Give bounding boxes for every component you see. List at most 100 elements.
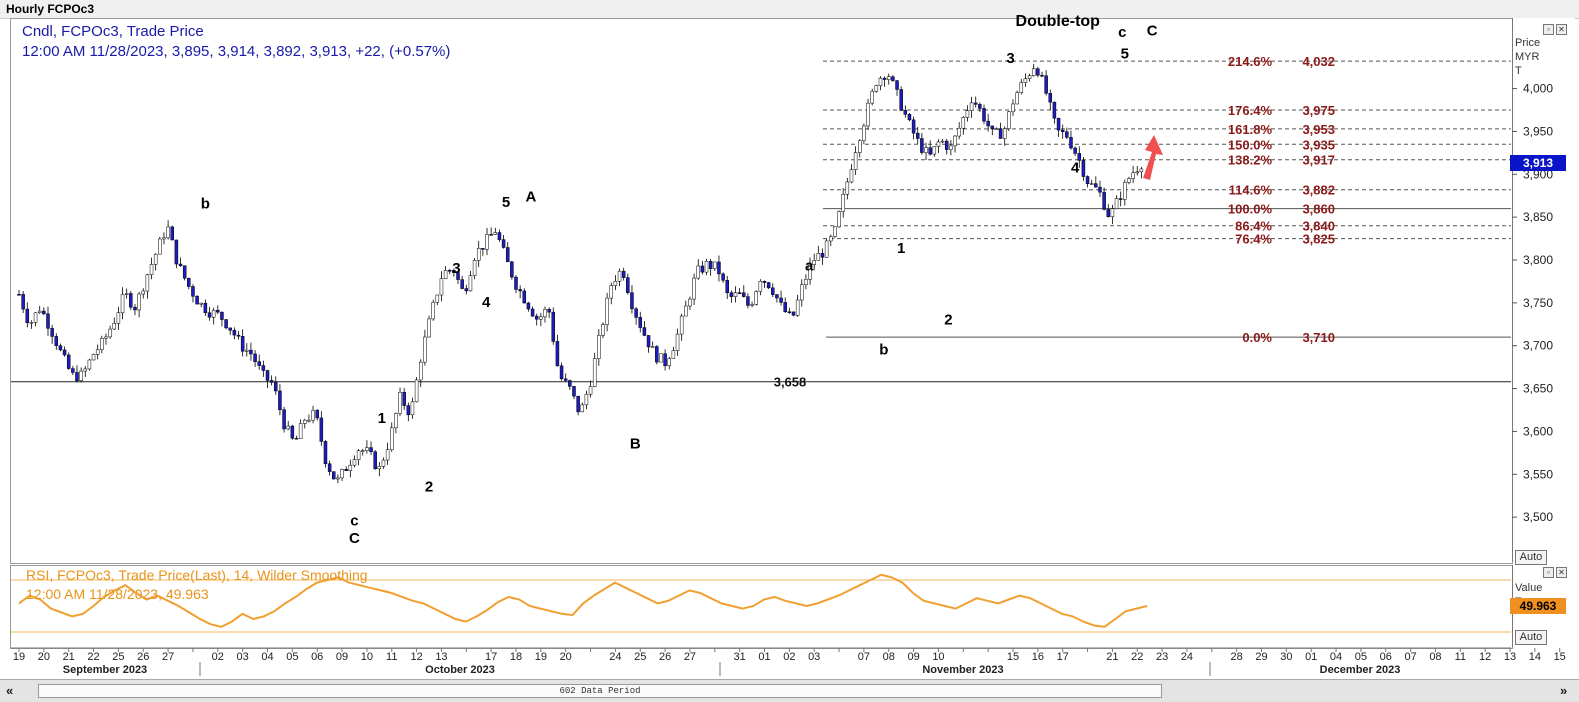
rsi-line (18, 573, 1148, 628)
candle-body (390, 427, 394, 450)
x-day-label: 13 (1504, 651, 1516, 663)
candle-body (717, 261, 721, 275)
candle-body (944, 140, 949, 150)
candle-body (116, 312, 121, 324)
candle-body (356, 450, 361, 460)
candle-body (199, 302, 203, 305)
candle-body (431, 302, 435, 320)
x-day-label: 15 (1554, 651, 1566, 663)
rsi-minimize-icon[interactable]: ▫ (1543, 567, 1554, 578)
candle-body (605, 297, 609, 325)
candle-body (713, 261, 717, 269)
candle-body (187, 277, 191, 287)
candle-body (563, 378, 568, 381)
fib-level-value: 3,935 (1302, 137, 1335, 152)
fib-level-value: 3,953 (1302, 122, 1335, 137)
candle-body (1106, 209, 1111, 217)
rsi-chart-panel[interactable] (10, 565, 1513, 649)
candle-body (543, 309, 547, 318)
candle-body (514, 276, 518, 290)
candle-body (58, 345, 63, 351)
price-legend-line1: Cndl, FCPOc3, Trade Price (22, 23, 204, 40)
panel-close-icon[interactable]: ✕ (1556, 24, 1567, 35)
current-rsi-tag: 49.963 (1510, 598, 1566, 615)
x-day-label: 01 (758, 651, 770, 663)
candle-body (580, 404, 585, 413)
price-tick-label: 3,650 (1523, 382, 1553, 396)
x-day-label: 22 (87, 651, 99, 663)
candle-body (29, 322, 34, 324)
time-scrollbar[interactable]: « 602 Data Period » (0, 679, 1579, 702)
candle-body (816, 253, 821, 261)
candle-body (381, 459, 386, 467)
candle-body (178, 263, 183, 267)
x-day-label: 23 (1156, 651, 1168, 663)
candle-body (410, 401, 415, 416)
candle-body (232, 330, 237, 336)
candle-body (1139, 168, 1144, 173)
candle-body (195, 296, 199, 305)
fib-level-value: 3,825 (1302, 232, 1335, 247)
candle-body (758, 281, 763, 292)
candle-body (862, 125, 866, 141)
x-day-label: 01 (1305, 651, 1317, 663)
candle-body (986, 120, 990, 127)
candle-body (679, 315, 684, 335)
candle-body (754, 291, 758, 305)
x-day-label: 06 (311, 651, 323, 663)
candle-body (849, 169, 854, 183)
candle-body (91, 354, 96, 361)
candle-body (253, 353, 257, 362)
candle-body (750, 304, 754, 306)
x-day-label: 13 (435, 651, 447, 663)
wave-annotation: 2 (944, 311, 952, 328)
candle-body (659, 353, 663, 363)
scroll-right-icon[interactable]: » (1560, 683, 1568, 698)
support-line-label: 3,658 (774, 375, 807, 390)
scroll-left-icon[interactable]: « (6, 683, 14, 698)
candle-body (903, 110, 908, 115)
candle-body (265, 370, 270, 381)
candle-body (1114, 198, 1119, 209)
panel-minimize-icon[interactable]: ▫ (1543, 24, 1554, 35)
scroll-track[interactable]: 602 Data Period (38, 684, 1162, 698)
candle-body (824, 240, 829, 258)
candle-body (108, 328, 112, 338)
window-title: Hourly FCPOc3 (6, 2, 95, 16)
price-legend: Cndl, FCPOc3, Trade Price 12:00 AM 11/28… (22, 22, 450, 62)
candle-body (182, 265, 187, 279)
candle-body (191, 286, 195, 297)
candle-body (795, 299, 800, 316)
x-day-label: 17 (1057, 651, 1069, 663)
candle-body (551, 311, 556, 342)
candle-body (141, 290, 145, 295)
candle-body (692, 277, 696, 300)
candle-body (1135, 171, 1139, 174)
candle-body (638, 317, 642, 328)
rsi-auto-button[interactable]: Auto (1515, 630, 1547, 645)
candle-body (1056, 117, 1061, 131)
x-day-label: 12 (410, 651, 422, 663)
x-day-label: 09 (336, 651, 348, 663)
x-day-label: 25 (634, 651, 646, 663)
candle-body (257, 361, 261, 366)
rsi-legend-line1: RSI, FCPOc3, Trade Price(Last), 14, Wild… (26, 567, 368, 583)
rsi-close-icon[interactable]: ✕ (1556, 567, 1567, 578)
candle-body (688, 298, 692, 307)
x-day-label: 26 (659, 651, 671, 663)
candle-body (684, 305, 688, 317)
candle-body (79, 370, 83, 382)
x-month-label: September 2023 (63, 664, 147, 676)
candle-body (1118, 198, 1123, 200)
price-axis[interactable] (1512, 18, 1575, 562)
candle-body (493, 232, 498, 235)
candle-body (211, 309, 216, 318)
x-day-label: 28 (1231, 651, 1243, 663)
candle-body (953, 135, 957, 147)
candle-body (394, 413, 398, 429)
candle-body (315, 410, 319, 419)
wave-annotation: 3 (1006, 50, 1014, 67)
x-day-label: 07 (858, 651, 870, 663)
price-auto-button[interactable]: Auto (1515, 550, 1547, 565)
candle-body (290, 425, 295, 439)
